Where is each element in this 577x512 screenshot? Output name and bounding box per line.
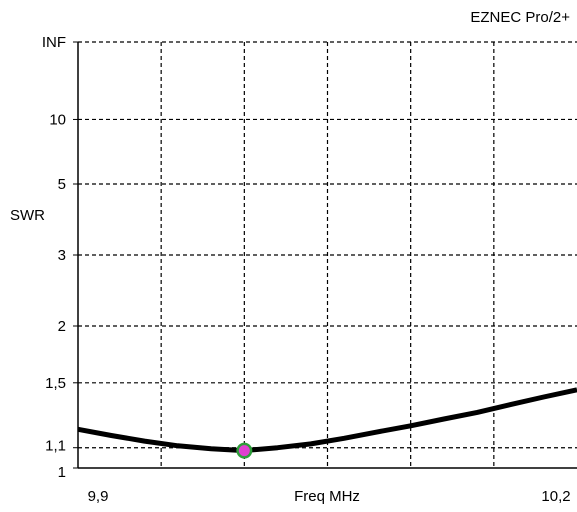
x-tick-label: 9,9 — [88, 488, 109, 505]
y-tick-label: 1,1 — [45, 438, 66, 455]
y-tick-label: 5 — [58, 176, 66, 193]
min-swr-marker — [238, 445, 250, 457]
y-tick-label: 10 — [49, 111, 66, 128]
y-tick-label: INF — [42, 34, 66, 51]
swr-curve — [77, 387, 577, 454]
y-tick-label: 3 — [58, 247, 66, 264]
y-tick-labels: INF 10 5 3 2 1,5 1,1 1 — [42, 34, 78, 481]
y-tick-label: 2 — [58, 318, 66, 335]
grid-lines — [78, 41, 577, 468]
series-layer — [77, 387, 577, 459]
program-label: EZNEC Pro/2+ — [470, 9, 570, 26]
x-axis-title: Freq MHz — [294, 488, 360, 505]
x-tick-labels: 9,9 Freq MHz 10,2 — [88, 488, 571, 505]
y-tick-label: 1 — [58, 464, 66, 481]
y-axis-title: SWR — [10, 207, 45, 224]
y-tick-label: 1,5 — [45, 375, 66, 392]
x-tick-label: 10,2 — [541, 488, 570, 505]
